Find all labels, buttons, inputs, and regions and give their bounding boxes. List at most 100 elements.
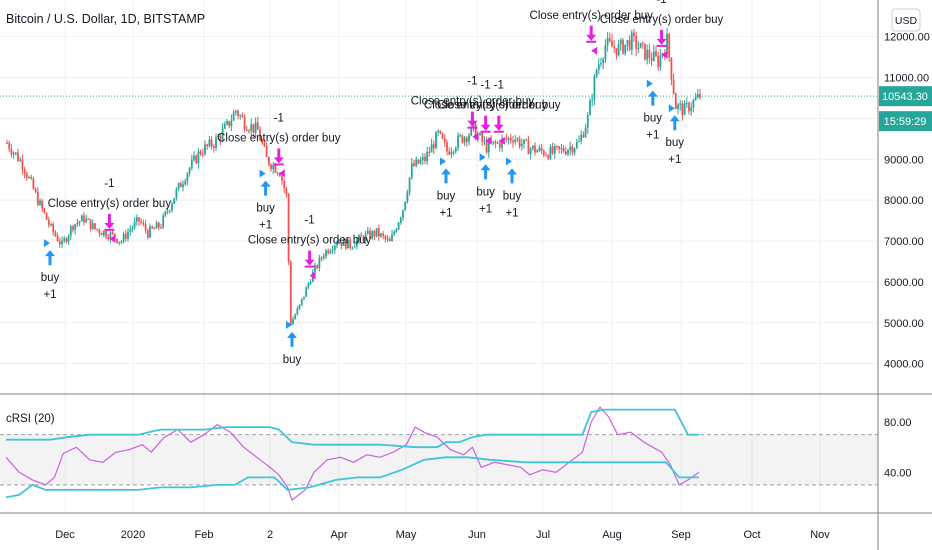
- candle-body: [450, 151, 453, 155]
- candle-body: [419, 160, 422, 164]
- entry-marker-icon: [440, 157, 446, 166]
- buy-label: buy: [283, 354, 302, 366]
- candle-body: [452, 151, 455, 153]
- candle-body: [582, 135, 585, 138]
- candle-body: [320, 257, 323, 259]
- x-tick-label: Apr: [330, 529, 347, 541]
- candle-body: [481, 133, 484, 142]
- candle-body: [677, 104, 679, 110]
- candle-body: [85, 218, 88, 223]
- currency-button[interactable]: USD: [891, 8, 921, 32]
- y-tick-label: 9000.00: [884, 154, 924, 166]
- candle-body: [507, 137, 510, 140]
- candle-body: [256, 122, 259, 130]
- candle-body: [201, 154, 204, 156]
- y-tick-label: 6000.00: [884, 277, 924, 289]
- close-arrow-icon: [273, 148, 284, 164]
- candle-body: [437, 130, 440, 133]
- buy-arrow-icon: [669, 115, 680, 131]
- candle-body: [109, 232, 112, 240]
- candle-body: [307, 283, 310, 288]
- candle-body: [67, 235, 70, 242]
- candle-body: [274, 164, 277, 173]
- candle-body: [415, 159, 418, 167]
- candle-body: [188, 168, 191, 174]
- candle-body: [318, 257, 321, 269]
- candle-body: [523, 139, 525, 144]
- bar-countdown: 15:59:29: [884, 116, 927, 128]
- candle-body: [628, 40, 631, 50]
- candle-body: [184, 181, 187, 185]
- candle-body: [681, 103, 684, 115]
- x-tick-label: Nov: [810, 529, 830, 541]
- buy-arrow-icon: [45, 250, 55, 266]
- candle-body: [573, 148, 576, 153]
- candle-body: [292, 318, 294, 325]
- candle-body: [474, 124, 477, 140]
- exit-marker-icon: [498, 136, 505, 145]
- close-arrow-icon: [656, 29, 667, 45]
- chart-title: Bitcoin / U.S. Dollar, 1D, BITSTAMP: [6, 12, 205, 26]
- candle-body: [633, 32, 635, 36]
- candle-body: [371, 231, 374, 239]
- x-tick-label: 2: [267, 529, 273, 541]
- candle-body: [239, 115, 242, 117]
- candle-body: [333, 245, 336, 250]
- candle-body: [39, 200, 41, 205]
- candle-body: [531, 145, 534, 149]
- candle-body: [219, 135, 222, 140]
- candle-body: [19, 159, 22, 161]
- candle-body: [593, 76, 596, 100]
- candle-body: [41, 200, 44, 209]
- x-tick-label: Jul: [536, 529, 550, 541]
- candle-body: [512, 140, 514, 143]
- candle-body: [432, 144, 435, 149]
- candle-body: [648, 49, 651, 59]
- candle-body: [424, 156, 426, 162]
- candle-body: [193, 155, 195, 160]
- candle-body: [659, 55, 662, 67]
- candle-body: [89, 219, 92, 230]
- last-price-badge: 10543.30 15:59:29: [879, 86, 932, 132]
- candle-body: [435, 132, 437, 149]
- candle-body: [21, 159, 24, 170]
- close-arrow-icon: [493, 115, 504, 131]
- candle-body: [6, 142, 8, 144]
- candle-body: [439, 130, 442, 134]
- candle-body: [366, 230, 369, 234]
- candle-body: [547, 155, 550, 159]
- candle-body: [283, 180, 286, 189]
- candle-body: [688, 102, 690, 112]
- candle-body: [397, 222, 400, 230]
- candle-body: [250, 124, 253, 131]
- candle-body: [162, 215, 165, 228]
- candle-body: [245, 129, 248, 131]
- candle-body: [300, 298, 303, 305]
- candle-body: [65, 238, 68, 242]
- candle-body: [553, 146, 556, 154]
- candle-body: [369, 230, 371, 239]
- candle-body: [17, 152, 19, 161]
- candle-body: [441, 133, 444, 139]
- entry-marker-icon: [44, 239, 50, 248]
- candle-body: [72, 226, 74, 230]
- candlesticks: [6, 27, 701, 326]
- candle-body: [230, 120, 233, 127]
- buy-label: buy: [644, 113, 663, 125]
- candle-body: [351, 247, 354, 249]
- candle-body: [457, 135, 459, 149]
- candle-body: [78, 221, 81, 223]
- candle-body: [157, 222, 160, 228]
- candle-body: [96, 228, 99, 230]
- candle-body: [613, 46, 616, 49]
- candle-body: [661, 53, 664, 56]
- candle-body: [173, 198, 176, 204]
- candle-body: [305, 287, 308, 297]
- entry-marker-icon: [646, 79, 653, 88]
- y-tick-label: 12000.00: [884, 32, 930, 44]
- candle-body: [241, 115, 244, 118]
- candle-body: [129, 229, 132, 232]
- exit-marker-icon: [278, 169, 285, 178]
- candle-body: [10, 149, 13, 155]
